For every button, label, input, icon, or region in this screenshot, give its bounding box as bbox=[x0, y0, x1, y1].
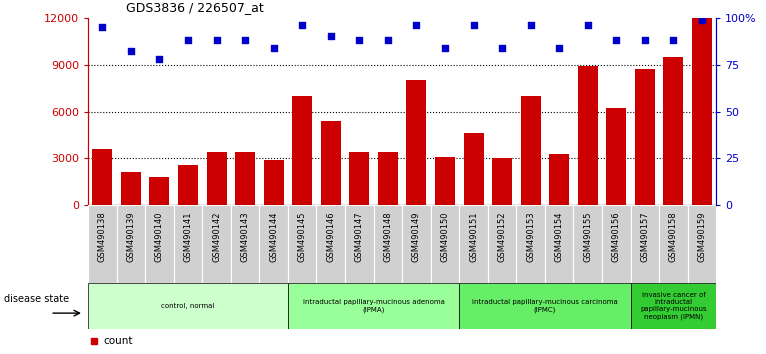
Bar bbox=[578, 66, 597, 205]
Bar bbox=[349, 152, 369, 205]
Bar bbox=[293, 96, 313, 205]
Bar bbox=[630, 283, 716, 329]
Text: GSM490143: GSM490143 bbox=[241, 212, 250, 262]
Bar bbox=[260, 205, 288, 283]
Text: GSM490142: GSM490142 bbox=[212, 212, 221, 262]
Point bbox=[267, 45, 280, 51]
Bar bbox=[116, 205, 146, 283]
Bar bbox=[316, 205, 345, 283]
Point bbox=[553, 45, 565, 51]
Point bbox=[182, 38, 194, 43]
Text: GSM490149: GSM490149 bbox=[412, 212, 421, 262]
Point bbox=[125, 48, 137, 54]
Bar bbox=[463, 133, 483, 205]
Bar bbox=[607, 108, 627, 205]
Point bbox=[381, 38, 394, 43]
Point bbox=[581, 22, 594, 28]
Bar bbox=[460, 205, 488, 283]
Bar bbox=[321, 121, 341, 205]
Bar bbox=[231, 205, 260, 283]
Bar bbox=[521, 96, 541, 205]
Text: GSM490156: GSM490156 bbox=[612, 212, 620, 262]
Bar bbox=[574, 205, 602, 283]
Bar bbox=[460, 283, 630, 329]
Text: GSM490155: GSM490155 bbox=[583, 212, 592, 262]
Bar bbox=[492, 159, 512, 205]
Text: GSM490141: GSM490141 bbox=[184, 212, 192, 262]
Bar bbox=[374, 205, 402, 283]
Point bbox=[639, 38, 651, 43]
Text: GSM490150: GSM490150 bbox=[440, 212, 450, 262]
Bar bbox=[430, 205, 460, 283]
Bar bbox=[692, 18, 712, 205]
Bar bbox=[88, 283, 288, 329]
Text: invasive cancer of
intraductal
papillary-mucinous
neoplasm (IPMN): invasive cancer of intraductal papillary… bbox=[640, 292, 707, 320]
Text: disease state: disease state bbox=[4, 294, 69, 304]
Text: GDS3836 / 226507_at: GDS3836 / 226507_at bbox=[126, 1, 264, 14]
Point bbox=[411, 22, 423, 28]
Text: GSM490158: GSM490158 bbox=[669, 212, 678, 262]
Point bbox=[439, 45, 451, 51]
Text: intraductal papillary-mucinous adenoma
(IPMA): intraductal papillary-mucinous adenoma (… bbox=[303, 299, 444, 313]
Bar bbox=[88, 205, 116, 283]
Text: GSM490159: GSM490159 bbox=[697, 212, 706, 262]
Bar bbox=[178, 165, 198, 205]
Bar bbox=[264, 160, 283, 205]
Bar bbox=[602, 205, 630, 283]
Text: GSM490144: GSM490144 bbox=[269, 212, 278, 262]
Text: GSM490154: GSM490154 bbox=[555, 212, 564, 262]
Bar bbox=[516, 205, 545, 283]
Text: GSM490145: GSM490145 bbox=[298, 212, 306, 262]
Bar bbox=[659, 205, 688, 283]
Bar bbox=[202, 205, 231, 283]
Bar bbox=[288, 205, 316, 283]
Bar bbox=[93, 149, 113, 205]
Text: GSM490146: GSM490146 bbox=[326, 212, 336, 262]
Bar bbox=[288, 283, 460, 329]
Bar bbox=[407, 80, 427, 205]
Text: GSM490140: GSM490140 bbox=[155, 212, 164, 262]
Point bbox=[239, 38, 251, 43]
Point bbox=[525, 22, 537, 28]
Bar bbox=[345, 205, 374, 283]
Bar bbox=[149, 177, 169, 205]
Text: GSM490151: GSM490151 bbox=[469, 212, 478, 262]
Text: GSM490147: GSM490147 bbox=[355, 212, 364, 262]
Text: GSM490157: GSM490157 bbox=[640, 212, 650, 262]
Text: GSM490148: GSM490148 bbox=[383, 212, 392, 262]
Point bbox=[325, 34, 337, 39]
Text: GSM490153: GSM490153 bbox=[526, 212, 535, 262]
Point bbox=[97, 24, 109, 30]
Point bbox=[296, 22, 309, 28]
Bar bbox=[378, 152, 398, 205]
Bar bbox=[207, 152, 227, 205]
Point bbox=[467, 22, 480, 28]
Text: GSM490138: GSM490138 bbox=[98, 212, 107, 262]
Point bbox=[211, 38, 223, 43]
Point bbox=[611, 38, 623, 43]
Bar bbox=[435, 157, 455, 205]
Bar bbox=[663, 57, 683, 205]
Bar bbox=[635, 69, 655, 205]
Point bbox=[696, 17, 708, 22]
Bar bbox=[146, 205, 174, 283]
Text: intraductal papillary-mucinous carcinoma
(IPMC): intraductal papillary-mucinous carcinoma… bbox=[472, 299, 618, 313]
Point bbox=[496, 45, 508, 51]
Text: GSM490152: GSM490152 bbox=[498, 212, 506, 262]
Point bbox=[667, 38, 679, 43]
Text: GSM490139: GSM490139 bbox=[126, 212, 136, 262]
Bar bbox=[545, 205, 574, 283]
Bar bbox=[549, 154, 569, 205]
Text: count: count bbox=[104, 336, 133, 346]
Bar bbox=[121, 172, 141, 205]
Bar bbox=[235, 152, 255, 205]
Point bbox=[353, 38, 365, 43]
Bar bbox=[630, 205, 659, 283]
Bar bbox=[488, 205, 516, 283]
Text: control, normal: control, normal bbox=[162, 303, 214, 309]
Bar bbox=[688, 205, 716, 283]
Bar bbox=[402, 205, 430, 283]
Point bbox=[153, 56, 165, 62]
Bar bbox=[174, 205, 202, 283]
